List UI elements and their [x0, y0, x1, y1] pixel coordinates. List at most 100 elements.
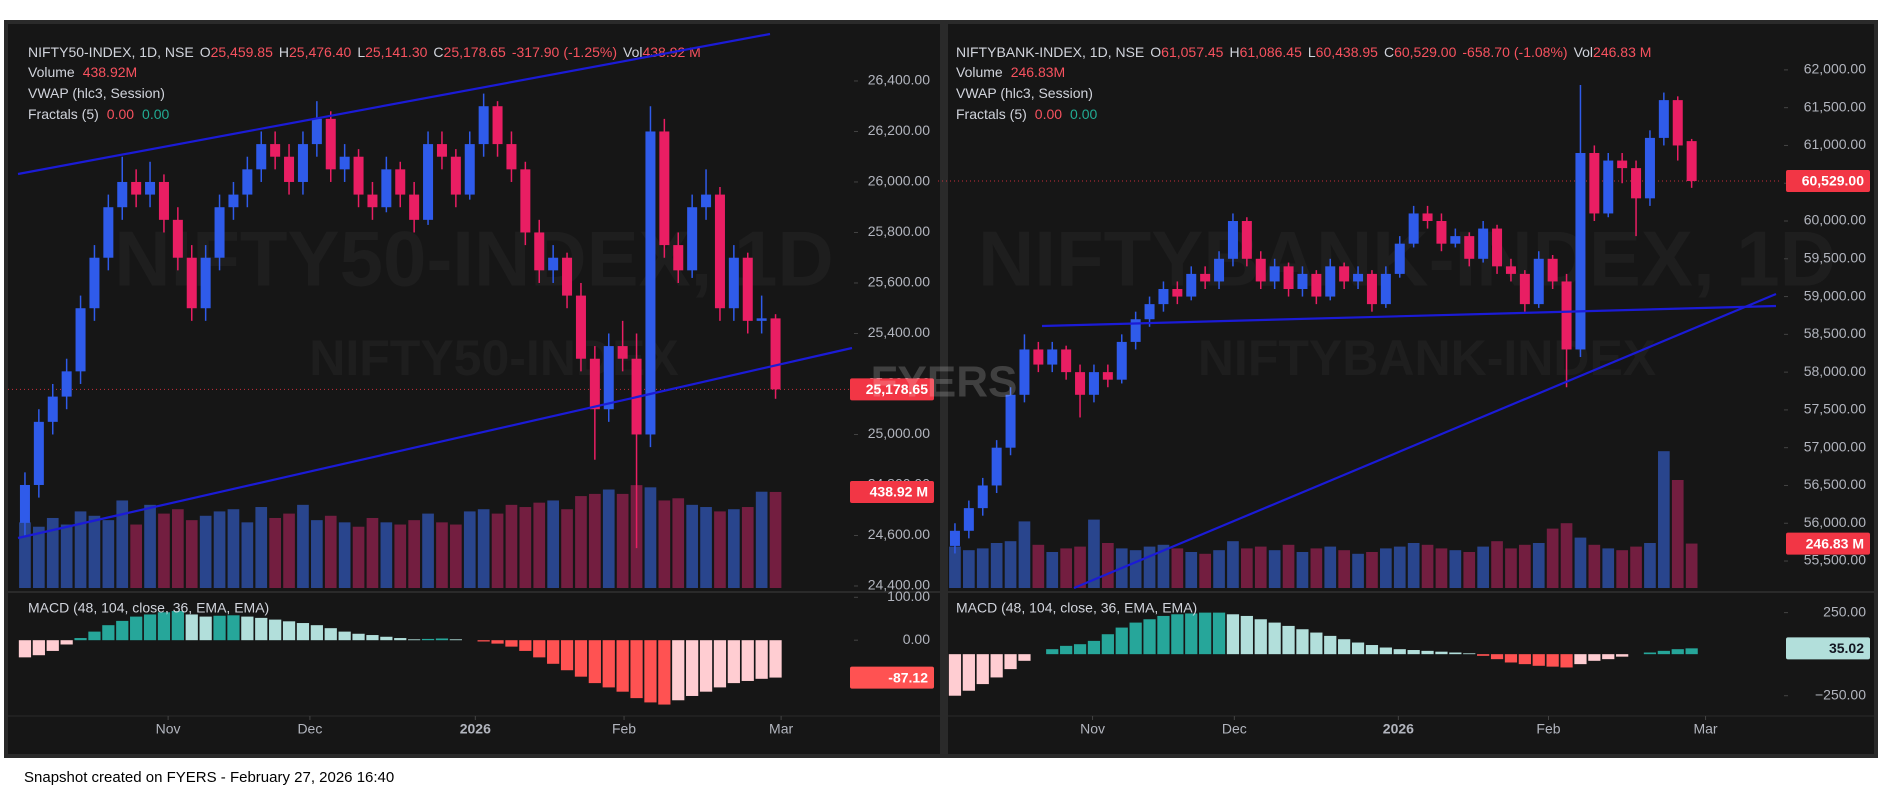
volume-bar — [1060, 548, 1072, 588]
macd-bar — [1365, 645, 1379, 655]
candle-body — [1394, 243, 1405, 274]
volume-bar — [755, 491, 768, 588]
volume-bar — [255, 507, 268, 588]
ohlc-label: H — [1229, 44, 1239, 60]
volume-bar — [213, 511, 226, 588]
volume-bar — [60, 524, 73, 588]
volume-bar — [1546, 528, 1559, 588]
ohlc-label: C — [433, 44, 443, 60]
y-tick-label: 60,000.00 — [1804, 212, 1866, 228]
macd-bar — [352, 633, 365, 641]
indicator-legend: Volume 246.83M — [956, 64, 1065, 80]
candle-body — [339, 156, 350, 170]
candle-body — [673, 245, 684, 271]
macd-bar — [1393, 649, 1406, 655]
indicator-value: 0.00 — [1070, 106, 1097, 122]
macd-bar — [1504, 654, 1518, 663]
trend-line — [17, 346, 853, 540]
candle-body — [1172, 289, 1183, 297]
macd-bar — [699, 640, 713, 692]
volume-bar — [561, 509, 573, 588]
y-tick-label: 26,400.00 — [868, 72, 930, 88]
macd-y-tick-label: 0.00 — [903, 631, 930, 647]
indicator-legend: VWAP (hlc3, Session) — [28, 85, 165, 101]
macd-bar — [1532, 654, 1545, 666]
volume-bar — [963, 550, 975, 588]
macd-bar — [1546, 654, 1559, 667]
macd-bar — [1018, 654, 1031, 661]
macd-bar — [32, 640, 45, 656]
candle-body — [1102, 372, 1113, 380]
candle-body — [1047, 349, 1058, 365]
x-tick-label: Feb — [612, 721, 636, 737]
candle-body — [409, 194, 420, 220]
macd-bar — [1115, 627, 1128, 655]
candle-body — [1603, 160, 1614, 214]
x-tick-label: Dec — [1222, 721, 1247, 737]
volume-bar — [1338, 550, 1350, 588]
macd-bar — [491, 640, 504, 644]
macd-bar — [1004, 654, 1017, 670]
volume-bar — [324, 515, 337, 588]
indicator-name: Volume — [28, 64, 75, 80]
volume-bar — [1393, 546, 1406, 588]
x-tick-label: Nov — [156, 721, 181, 737]
macd-bar — [1324, 635, 1337, 655]
candle-body — [534, 232, 545, 271]
candle-body — [450, 156, 461, 195]
candle-body — [756, 318, 767, 321]
volume-bar — [491, 513, 504, 588]
candle-body — [117, 181, 128, 208]
badge-label: 60,529.00 — [1802, 173, 1864, 189]
candle-body — [1505, 266, 1516, 274]
y-tick-label: 56,500.00 — [1804, 476, 1866, 492]
symbol: NIFTY50-INDEX, 1D, NSE — [28, 44, 194, 60]
volume-bar — [1324, 546, 1337, 588]
macd-bar — [962, 654, 975, 691]
ohlc-value: 25,141.30 — [365, 44, 427, 60]
vol-label: Vol — [623, 44, 642, 60]
indicator-legend: VWAP (hlc3, Session) — [956, 85, 1093, 101]
badge-label: 246.83 M — [1806, 535, 1864, 551]
volume-bar — [1421, 544, 1434, 588]
macd-bar — [1435, 651, 1448, 655]
volume-bar — [672, 498, 685, 588]
candle-body — [1575, 153, 1586, 350]
volume-bar — [88, 515, 101, 588]
x-tick-label: Feb — [1536, 721, 1560, 737]
candle-body — [1450, 236, 1461, 244]
candle-body — [61, 371, 72, 397]
macd-bar — [1477, 654, 1490, 656]
volume-bar — [1574, 537, 1587, 588]
volume-bar — [130, 524, 142, 588]
macd-bar — [1268, 622, 1281, 655]
volume-bar — [1254, 546, 1267, 588]
macd-bar — [18, 640, 32, 658]
indicator-name: Fractals (5) — [956, 106, 1027, 122]
candle-body — [89, 257, 100, 309]
macd-bar — [1463, 653, 1476, 655]
volume-bar — [1380, 548, 1392, 588]
ohlc-label: O — [200, 44, 211, 60]
macd-bar — [713, 640, 727, 688]
volume-bar — [366, 517, 379, 588]
candle-body — [1561, 281, 1572, 350]
macd-bar — [213, 615, 226, 641]
ohlc-label: L — [1308, 44, 1316, 60]
candle-body — [131, 181, 142, 195]
candle-body — [436, 144, 447, 157]
volume-bar — [1630, 546, 1642, 588]
volume-bar — [1199, 553, 1211, 588]
candle-body — [47, 396, 58, 422]
volume-bar — [283, 513, 295, 588]
y-tick-label: 62,000.00 — [1804, 61, 1866, 77]
macd-y-tick-label: −250.00 — [1815, 686, 1866, 702]
watermark: NIFTYBANK-INDEX — [1198, 330, 1656, 386]
volume-bar — [172, 509, 184, 588]
y-tick-label: 24,600.00 — [868, 526, 930, 542]
macd-bar — [408, 639, 421, 641]
x-tick-label: 2026 — [460, 721, 491, 737]
macd-bar — [199, 616, 212, 641]
indicator-legend: Volume 438.92M — [28, 64, 137, 80]
macd-y-tick-label: 250.00 — [1823, 603, 1866, 619]
